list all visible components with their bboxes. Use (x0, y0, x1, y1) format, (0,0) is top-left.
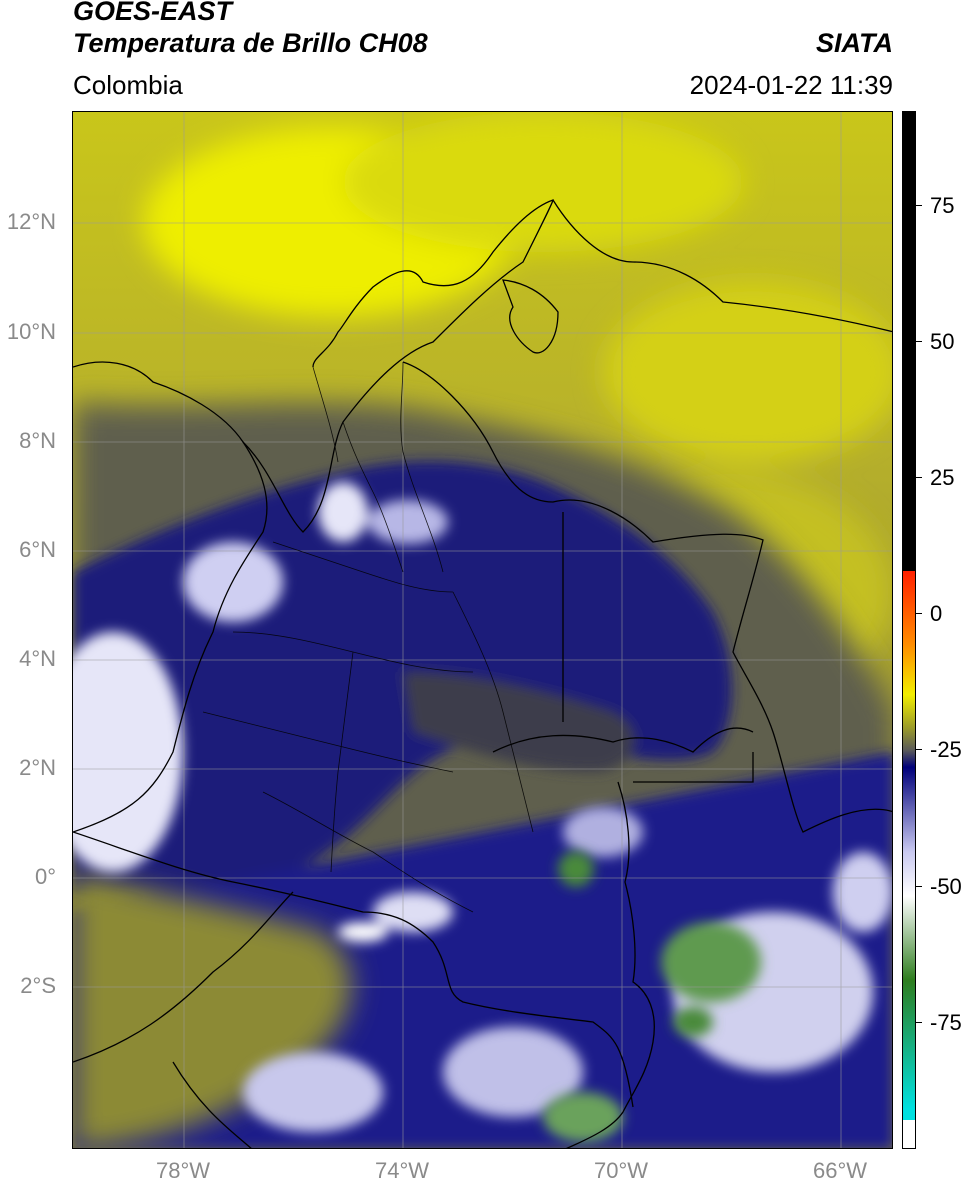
coldest-cores (543, 851, 761, 1142)
source-label: SIATA (816, 28, 893, 58)
lat-label: 2°N (19, 755, 56, 780)
colorbar-tick (916, 205, 922, 207)
lon-label: 70°W (593, 1158, 649, 1183)
lat-label: 0° (34, 864, 56, 889)
colorbar-label: -50 (930, 874, 962, 899)
lat-label: 4°N (19, 646, 56, 671)
lat-label: 6°N (19, 537, 56, 562)
region-label: Colombia (73, 70, 183, 100)
map-gridlines (73, 112, 892, 1148)
cold-tops (73, 482, 892, 1132)
country-borders (73, 199, 892, 1148)
datetime-label: 2024-01-22 11:39 (689, 70, 893, 100)
lat-label: 2°S (20, 973, 56, 998)
lat-label: 8°N (19, 428, 56, 453)
lat-label: 12°N (6, 209, 56, 234)
lat-label: 10°N (6, 319, 56, 344)
lon-label: 78°W (155, 1158, 211, 1183)
title-satellite: GOES-EAST (73, 0, 233, 26)
colorbar-tick (916, 613, 922, 615)
colorbar-label: 50 (930, 329, 955, 354)
colorbar-tick (916, 477, 922, 479)
lon-label: 74°W (374, 1158, 430, 1183)
colorbar-label: -25 (930, 737, 962, 762)
satellite-map (72, 111, 893, 1149)
title-product: Temperatura de Brillo CH08 (73, 28, 428, 58)
colorbar-tick (916, 341, 922, 343)
colorbar-label: 25 (930, 465, 955, 490)
map-canvas (73, 112, 892, 1148)
colorbar-label: 0 (930, 601, 943, 626)
colorbar-tick (916, 1022, 922, 1024)
colorbar-label: -75 (930, 1010, 962, 1035)
lon-label: 66°W (812, 1158, 868, 1183)
colorbar-label: 75 (930, 193, 955, 218)
colorbar-tick (916, 749, 922, 751)
temperature-colorbar (902, 111, 916, 1149)
department-borders (202, 361, 534, 913)
colorbar-tick (916, 886, 922, 888)
